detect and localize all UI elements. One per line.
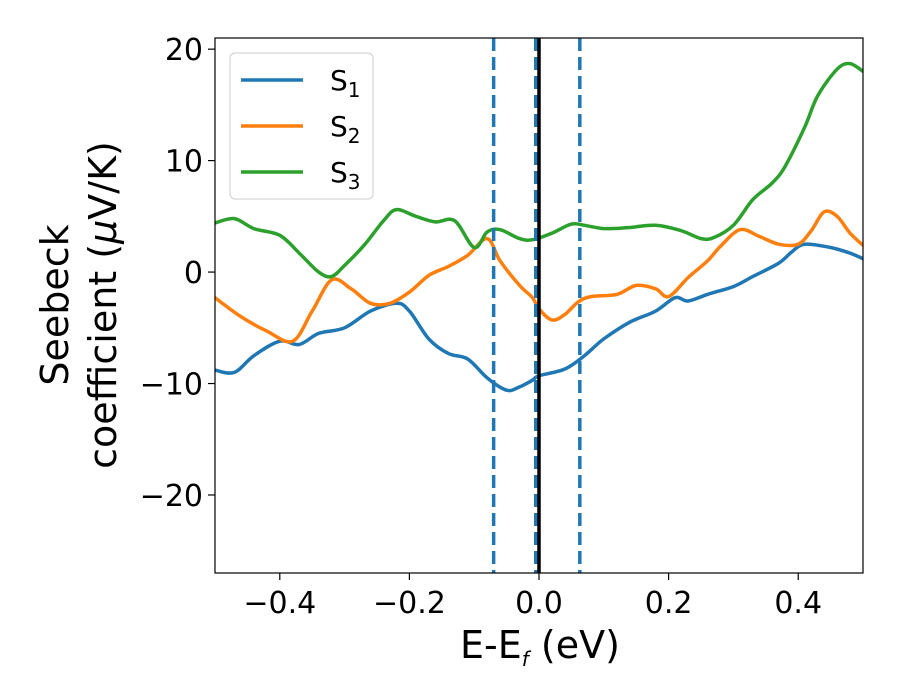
x-tick-label: −0.4	[243, 586, 316, 621]
series-line-s1	[215, 242, 863, 393]
x-tick-label: 0.4	[774, 586, 822, 621]
y-tick-label: 10	[165, 145, 203, 180]
x-tick-label: −0.2	[373, 586, 446, 621]
legend-label-s3: S3	[330, 156, 361, 194]
y-tick-label: −20	[140, 479, 203, 514]
y-axis-label: Seebeck coefficient (μV/K)	[33, 141, 125, 469]
x-tick-label: 0.0	[515, 586, 563, 621]
y-tick-label: 20	[165, 33, 203, 68]
legend: S1 S2 S3	[229, 52, 374, 200]
y-tick-label: 0	[184, 256, 203, 291]
x-tick-label: 0.2	[645, 586, 693, 621]
y-axis-label-line2: coefficient (μV/K)	[81, 141, 125, 469]
series-line-s2	[215, 209, 863, 344]
plot-area	[215, 38, 863, 573]
y-tick-label: −10	[140, 368, 203, 403]
axes: −0.4 −0.2 0.0 0.2 0.4 −20 −10 0 10 20	[140, 33, 822, 621]
series-line-s3	[215, 61, 863, 279]
y-axis-label-line1: Seebeck	[33, 224, 77, 385]
legend-label-s1: S1	[330, 64, 361, 102]
legend-label-s2: S2	[330, 110, 361, 148]
x-axis-label: E-Ef (eV)	[460, 623, 620, 671]
